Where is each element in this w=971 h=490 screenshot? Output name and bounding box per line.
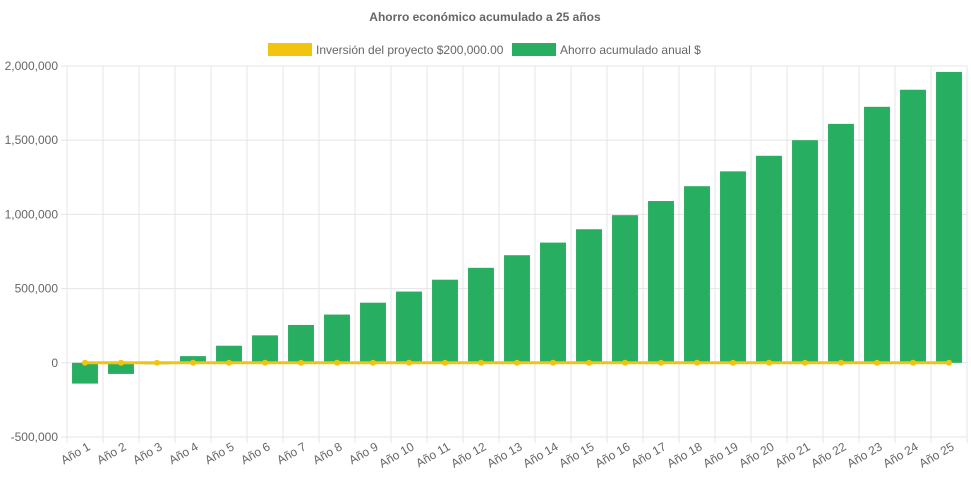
chart-title: Ahorro económico acumulado a 25 años <box>369 10 601 24</box>
investment-point <box>550 359 556 366</box>
investment-point <box>802 359 808 366</box>
bar-series <box>72 71 962 384</box>
investment-point <box>334 359 340 366</box>
savings-bar <box>900 89 926 363</box>
investment-point <box>370 359 376 366</box>
investment-point <box>946 359 952 366</box>
savings-bar <box>108 362 134 374</box>
savings-bar <box>576 229 602 363</box>
investment-point <box>622 359 628 366</box>
investment-point <box>298 359 304 366</box>
legend-label-investment: Inversión del proyecto $200,000.00 <box>316 43 504 57</box>
savings-bar <box>684 186 710 363</box>
legend-swatch-investment <box>268 43 312 56</box>
x-tick-label: Año 15 <box>557 439 597 470</box>
investment-point <box>766 359 772 366</box>
investment-point <box>442 359 448 366</box>
savings-bar <box>720 171 746 363</box>
savings-bar <box>252 335 278 363</box>
x-tick-label: Año 8 <box>310 439 344 467</box>
investment-point <box>694 359 700 366</box>
x-tick-label: Año 17 <box>629 439 669 470</box>
investment-point <box>838 359 844 366</box>
x-tick-label: Año 4 <box>166 439 200 467</box>
x-tick-label: Año 21 <box>773 439 813 470</box>
savings-bar <box>288 324 314 363</box>
y-tick-label: 1,000,000 <box>5 207 59 221</box>
savings-bar <box>936 71 962 363</box>
y-tick-label: 1,500,000 <box>5 133 59 147</box>
legend-swatch-savings <box>512 43 556 56</box>
x-tick-label: Año 9 <box>346 439 380 467</box>
x-tick-label: Año 20 <box>737 439 777 470</box>
investment-point <box>118 359 124 366</box>
x-tick-label: Año 16 <box>593 439 633 470</box>
savings-bar <box>360 302 386 363</box>
savings-bar <box>432 279 458 363</box>
x-tick-label: Año 19 <box>701 439 741 470</box>
x-tick-label: Año 24 <box>881 439 921 470</box>
investment-point <box>586 359 592 366</box>
investment-point <box>262 359 268 366</box>
savings-bar <box>828 123 854 363</box>
investment-point <box>82 359 88 366</box>
investment-point <box>478 359 484 366</box>
legend-label-savings: Ahorro acumulado anual $ <box>560 43 701 57</box>
savings-bar <box>792 140 818 363</box>
y-tick-label: 500,000 <box>15 282 59 296</box>
savings-bar <box>216 345 242 363</box>
savings-bar <box>504 255 530 363</box>
investment-point <box>190 359 196 366</box>
savings-bar <box>396 291 422 363</box>
savings-bar <box>540 242 566 363</box>
x-tick-label: Año 12 <box>449 439 489 470</box>
grid <box>66 65 968 443</box>
y-tick-label: -500,000 <box>11 430 59 444</box>
x-tick-label: Año 2 <box>94 439 128 467</box>
savings-bar <box>324 314 350 363</box>
x-tick-label: Año 1 <box>58 439 92 467</box>
x-tick-label: Año 5 <box>202 439 236 467</box>
x-tick-label: Año 13 <box>485 439 525 470</box>
investment-point <box>226 359 232 366</box>
y-tick-label: 0 <box>51 356 58 370</box>
investment-point <box>658 359 664 366</box>
y-tick-label: 2,000,000 <box>5 59 59 73</box>
x-tick-label: Año 3 <box>130 439 164 467</box>
x-tick-label: Año 23 <box>845 439 885 470</box>
investment-point <box>910 359 916 366</box>
investment-point <box>514 359 520 366</box>
x-axis: Año 1 Año 2 Año 3 Año 4 Año 5 Año 6 Año 7 Año 8… <box>58 439 956 470</box>
x-tick-label: Año 7 <box>274 439 308 467</box>
y-axis: -500,000 0 500,000 1,000,000 1,500,000 2,000,… <box>5 59 67 444</box>
investment-point <box>406 359 412 366</box>
x-tick-label: Año 14 <box>521 439 561 470</box>
x-tick-label: Año 25 <box>917 439 957 470</box>
investment-point <box>874 359 880 366</box>
legend: Inversión del proyecto $200,000.00 Ahorr… <box>268 43 701 57</box>
savings-bar <box>864 106 890 363</box>
investment-point <box>730 359 736 366</box>
savings-bar <box>648 201 674 363</box>
savings-bar <box>468 267 494 363</box>
x-tick-label: Año 11 <box>413 439 452 470</box>
savings-bar <box>72 362 98 384</box>
line-series <box>82 359 952 366</box>
savings-bar <box>612 215 638 363</box>
savings-bar <box>756 155 782 363</box>
x-tick-label: Año 6 <box>238 439 272 467</box>
savings-bar <box>180 356 206 363</box>
x-tick-label: Año 22 <box>809 439 849 470</box>
x-tick-label: Año 18 <box>665 439 705 470</box>
x-tick-label: Año 10 <box>377 439 417 470</box>
investment-point <box>154 359 160 366</box>
